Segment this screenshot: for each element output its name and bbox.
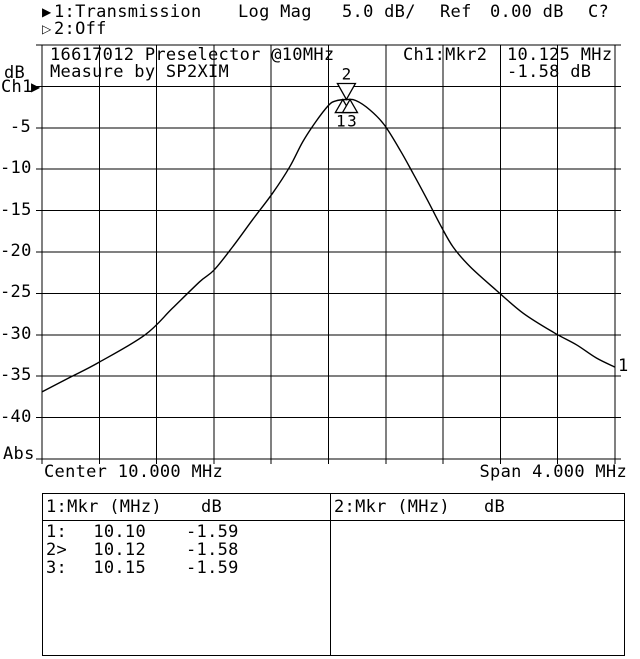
user-annotation-line2: Measure by SP2XIM (50, 62, 230, 82)
marker-row-level: -1.58 (186, 540, 239, 560)
marker-readout-level: -1.58 dB (507, 62, 592, 82)
graticule-grid (36, 44, 621, 464)
span-frequency-label: Span 4.000 MHz (479, 462, 627, 482)
format-label: Log Mag (238, 2, 312, 22)
marker-row-frequency: 10.15 (93, 558, 146, 578)
y-axis-abs-label: Abs (3, 444, 35, 464)
trace-number-label: 1 (618, 356, 629, 376)
y-axis-tick-label: -40 (0, 406, 32, 427)
scale-per-div-value: 5.0 dB/ (342, 2, 416, 22)
channel1-measurement-label: 1:Transmission (54, 2, 202, 22)
marker-row-level: -1.59 (186, 558, 239, 578)
y-axis-tick-label: -35 (0, 365, 32, 386)
marker-1-number-label: 1 (336, 112, 346, 131)
center-frequency-label: Center 10.000 MHz (44, 462, 224, 482)
marker-table2-unit-header: dB (484, 497, 506, 517)
cal-status-label: C? (588, 2, 610, 22)
user-annotation-line1: 16617012 Preselector @10MHz (50, 45, 335, 65)
y-axis-unit-label: dB (4, 63, 26, 83)
marker-row-level: -1.59 (186, 522, 239, 542)
marker-table: 1:Mkr (MHz) dB 2:Mkr (MHz) dB 1: 10.10 -… (42, 493, 625, 656)
marker-row-label: 3: (46, 558, 68, 578)
marker-table1-header: 1:Mkr (MHz) (46, 497, 162, 517)
marker-3-icon (341, 98, 359, 114)
reference-level-arrow-icon: ▶ (31, 80, 41, 94)
marker-readout-frequency: 10.125 MHz (507, 45, 613, 65)
marker-3-number-label: 3 (347, 112, 357, 131)
marker-row-label: 2> (46, 540, 68, 560)
marker-table1-unit-header: dB (201, 497, 223, 517)
marker-row-frequency: 10.10 (93, 522, 146, 542)
graticule-border (41, 44, 616, 460)
y-axis-tick-label: -5 (9, 116, 31, 137)
marker-table-header-rule (43, 520, 624, 521)
ref-level-value: 0.00 dB (490, 2, 564, 22)
y-axis-tick-label: -15 (0, 199, 32, 220)
marker-2-icon (336, 82, 357, 101)
ref-label: Ref (440, 2, 472, 22)
channel2-inactive-icon: ▷ (42, 22, 52, 36)
channel2-measurement-label: 2:Off (54, 19, 107, 39)
y-axis-tick-label: -25 (0, 282, 32, 303)
marker-table-divider (330, 494, 331, 655)
y-axis-tick-label: -20 (0, 241, 32, 261)
channel1-active-icon: ▶ (42, 5, 52, 19)
marker-2-number-label: 2 (342, 64, 352, 83)
y-axis-channel-label: Ch1 (1, 77, 33, 97)
marker-row-frequency: 10.12 (93, 540, 146, 560)
marker-row-label: 1: (46, 522, 68, 542)
y-axis-tick-label: -30 (0, 323, 32, 344)
marker-table2-header: 2:Mkr (MHz) (334, 497, 450, 517)
marker-readout-channel: Ch1:Mkr2 (403, 45, 488, 65)
y-axis-tick-label: -10 (0, 158, 32, 179)
